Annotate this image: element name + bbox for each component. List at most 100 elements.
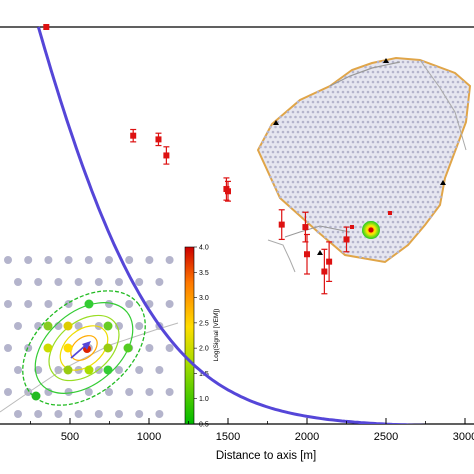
array-detector — [289, 175, 292, 179]
array-detector — [371, 70, 375, 74]
array-detector — [381, 120, 385, 124]
grid-detector — [135, 366, 144, 374]
array-detector — [401, 220, 405, 224]
array-detector — [294, 195, 297, 199]
array-detector — [286, 200, 290, 204]
array-detector — [394, 155, 397, 159]
array-detector — [364, 165, 367, 169]
array-detector — [376, 100, 380, 104]
array-detector — [301, 100, 305, 104]
array-detector — [449, 155, 452, 159]
array-detector — [399, 205, 402, 209]
array-detector — [306, 150, 310, 154]
array-detector — [364, 65, 367, 69]
array-detector — [314, 155, 317, 159]
array-detector — [396, 110, 400, 114]
array-detector — [431, 90, 435, 94]
array-detector — [331, 130, 335, 134]
array-detector — [431, 200, 435, 204]
array-detector — [341, 100, 345, 104]
array-detector — [284, 175, 287, 179]
array-detector — [439, 125, 442, 129]
array-detector — [401, 240, 405, 244]
array-detector — [341, 110, 345, 114]
data-point-10 — [326, 258, 333, 265]
array-detector — [301, 180, 305, 184]
array-detector — [461, 100, 465, 104]
array-detector — [389, 215, 392, 219]
array-detector — [391, 110, 395, 114]
array-detector — [356, 90, 360, 94]
array-detector — [424, 195, 427, 199]
array-detector — [401, 160, 405, 164]
array-detector — [326, 210, 330, 214]
array-detector — [401, 120, 405, 124]
array-detector — [394, 215, 397, 219]
array-detector — [324, 205, 327, 209]
array-detector — [444, 115, 447, 119]
array-detector — [314, 105, 317, 109]
array-detector — [371, 110, 375, 114]
array-detector — [461, 120, 465, 124]
array-detector — [274, 185, 277, 189]
array-detector — [369, 85, 372, 89]
grid-detector — [115, 322, 123, 330]
array-detector — [376, 120, 380, 124]
array-detector — [351, 160, 355, 164]
array-detector — [316, 130, 320, 134]
array-detector — [314, 145, 317, 149]
grid-detector — [155, 410, 164, 418]
array-detector — [384, 185, 387, 189]
array-detector — [406, 140, 410, 144]
array-detector — [389, 245, 392, 249]
array-detector — [396, 80, 400, 84]
array-detector — [411, 200, 415, 204]
array-detector — [291, 120, 295, 124]
array-detector — [421, 200, 425, 204]
array-detector — [276, 170, 280, 174]
array-detector — [311, 140, 315, 144]
grid-detector — [34, 278, 43, 286]
array-detector — [391, 100, 395, 104]
array-detector — [331, 120, 335, 124]
array-detector — [326, 200, 330, 204]
array-detector — [351, 240, 355, 244]
grid-detector — [44, 388, 53, 396]
array-detector — [406, 160, 410, 164]
array-detector — [394, 95, 397, 99]
array-detector — [406, 170, 410, 174]
array-detector — [404, 185, 407, 189]
array-detector — [439, 185, 442, 189]
array-detector — [276, 130, 280, 134]
array-detector — [431, 130, 435, 134]
array-detector — [339, 95, 342, 99]
grid-detector — [54, 410, 63, 418]
array-detector — [311, 170, 315, 174]
array-detector — [436, 100, 440, 104]
grid-detector — [14, 322, 22, 330]
array-detector — [331, 240, 335, 244]
array-detector — [349, 185, 352, 189]
array-detector — [374, 125, 377, 129]
array-detector — [436, 160, 440, 164]
array-detector — [366, 160, 370, 164]
array-detector — [434, 65, 437, 69]
array-detector — [414, 75, 417, 79]
array-detector — [291, 180, 295, 184]
array-detector — [354, 225, 357, 229]
array-detector — [316, 100, 320, 104]
grid-detector — [64, 256, 73, 264]
array-detector — [436, 140, 440, 144]
array-detector — [431, 70, 435, 74]
array-detector — [431, 140, 435, 144]
array-detector — [429, 215, 432, 219]
array-detector — [411, 210, 415, 214]
array-detector — [386, 230, 390, 234]
array-detector — [326, 180, 330, 184]
array-detector — [306, 160, 310, 164]
grid-detector — [105, 300, 113, 308]
array-detector — [334, 235, 337, 239]
array-detector — [266, 130, 270, 134]
array-detector — [396, 160, 400, 164]
array-detector — [314, 215, 317, 219]
